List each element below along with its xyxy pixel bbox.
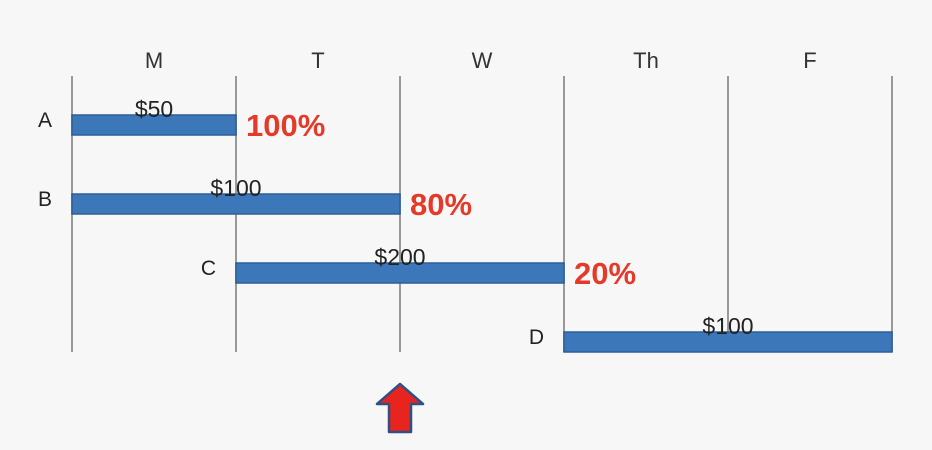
task-name-d: D xyxy=(529,326,544,349)
task-bars: A $50 100% B $100 80% C $200 20% D $100 xyxy=(38,96,893,353)
task-percent-b: 80% xyxy=(410,187,472,222)
task-bar-d xyxy=(563,331,893,353)
task-name-c: C xyxy=(201,257,216,280)
day-label-t: T xyxy=(311,48,324,73)
task-cost-c: $200 xyxy=(374,244,425,270)
day-header: M T W Th F xyxy=(145,48,817,73)
task-percent-a: 100% xyxy=(246,108,325,143)
day-label-w: W xyxy=(472,48,493,73)
task-bar-a xyxy=(71,114,237,136)
day-label-m: M xyxy=(145,48,163,73)
task-bar-b xyxy=(71,193,401,215)
status-marker xyxy=(375,382,425,434)
day-label-th: Th xyxy=(633,48,659,73)
task-cost-b: $100 xyxy=(210,175,261,201)
task-cost-d: $100 xyxy=(702,313,753,339)
task-name-a: A xyxy=(38,109,52,132)
day-label-f: F xyxy=(803,48,816,73)
task-cost-a: $50 xyxy=(135,96,173,122)
task-percent-c: 20% xyxy=(574,256,636,291)
task-name-b: B xyxy=(38,188,52,211)
status-arrow-icon xyxy=(375,382,425,434)
task-bar-c xyxy=(235,262,565,284)
